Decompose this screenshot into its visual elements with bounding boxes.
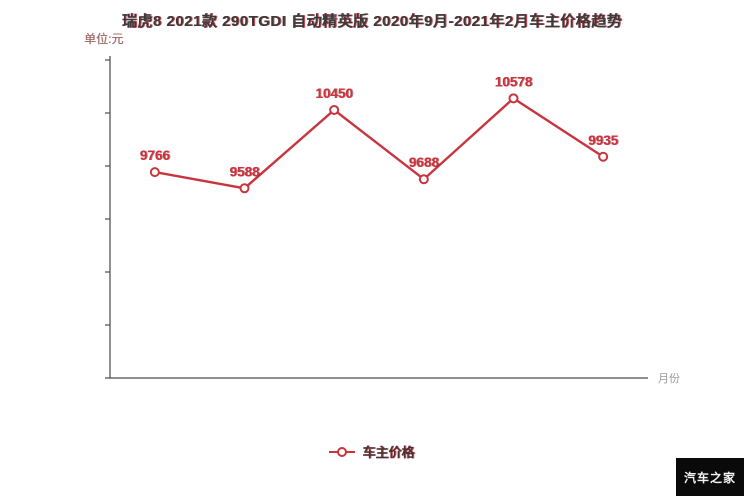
legend-line-marker-icon — [329, 446, 356, 457]
data-label-shadow: 9935 — [589, 133, 620, 148]
chart-title: 瑞虎8 2021款 290TGDI 自动精英版 2020年9月-2021年2月车… — [121, 13, 623, 30]
data-label: 10578 — [495, 74, 533, 89]
data-point — [329, 104, 340, 115]
data-label-shadow: 9766 — [141, 148, 172, 163]
y-axis-unit-label: 单位:元 — [84, 32, 124, 46]
legend-label: 车主价格 — [362, 445, 415, 460]
watermark-text: 汽车之家 — [683, 470, 736, 485]
data-label: 10450 — [315, 86, 353, 101]
data-label: 9588 — [229, 164, 260, 179]
data-label: 9935 — [588, 133, 619, 148]
data-label-shadow: 10450 — [316, 86, 354, 101]
data-label-shadow: 10578 — [496, 74, 534, 89]
data-label: 9766 — [140, 148, 171, 163]
data-label: 9688 — [409, 155, 440, 170]
data-label-shadow: 9588 — [230, 164, 261, 179]
data-point — [418, 174, 429, 185]
data-point — [149, 167, 160, 178]
price-trend-chart: 月份97669766958895881045010450968896881057… — [105, 56, 680, 385]
data-point — [239, 183, 250, 194]
data-point — [598, 151, 609, 162]
data-point — [508, 93, 519, 104]
autohome-watermark: 汽车之家 — [676, 458, 744, 496]
data-label-shadow: 9688 — [410, 155, 441, 170]
trend-line — [154, 96, 604, 190]
x-axis-label: 月份 — [658, 372, 680, 385]
legend: 车主价格 — [0, 442, 744, 461]
